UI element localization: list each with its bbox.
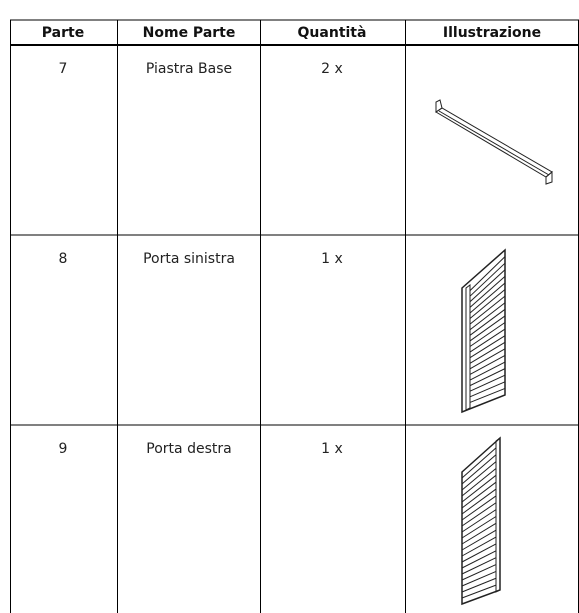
slat (461, 502, 497, 527)
header-cell: Illustrazione (443, 25, 541, 41)
slat (469, 256, 506, 291)
slat (469, 315, 506, 342)
slat (461, 468, 497, 497)
slat (461, 474, 497, 503)
slat (461, 564, 497, 581)
slat (469, 275, 506, 308)
slat (461, 550, 497, 569)
slat (461, 454, 497, 485)
slat (469, 374, 506, 392)
header-cell: Nome Parte (143, 25, 236, 41)
slat (461, 577, 497, 593)
part-number: 7 (59, 61, 68, 77)
part-number: 9 (59, 441, 68, 457)
slat (461, 584, 497, 599)
part-name: Porta sinistra (143, 251, 235, 267)
slat (469, 289, 506, 319)
slat (469, 295, 506, 325)
left-door-illustration (461, 248, 506, 414)
part-number: 8 (59, 251, 68, 267)
slat (469, 341, 506, 364)
slat (469, 361, 506, 381)
slat (469, 282, 506, 314)
slat (461, 522, 497, 545)
slat (461, 488, 497, 515)
slat (461, 461, 497, 491)
slat (461, 529, 497, 551)
slat (461, 536, 497, 557)
table-grid (10, 19, 579, 613)
base-plate-illustration (435, 99, 553, 185)
slat (461, 509, 497, 533)
slat (461, 495, 497, 521)
slat (469, 262, 506, 297)
header-cell: Parte (42, 25, 84, 41)
slat (469, 348, 506, 370)
slat (461, 557, 497, 575)
right-door-illustration (461, 436, 501, 606)
quantity: 1 x (321, 441, 343, 457)
slat (469, 381, 506, 398)
header-cell: Quantità (298, 25, 367, 41)
slat (469, 308, 506, 336)
slat (469, 269, 506, 303)
slat (469, 322, 506, 347)
slat (461, 447, 497, 479)
slat (469, 328, 506, 353)
slat (469, 335, 506, 359)
part-name: Porta destra (146, 441, 231, 457)
slat (461, 481, 497, 509)
slat (469, 302, 506, 331)
slat (461, 543, 497, 563)
slat (469, 387, 506, 403)
slat (461, 570, 497, 587)
slat (469, 368, 506, 387)
part-name: Piastra Base (146, 61, 232, 77)
quantity: 2 x (321, 61, 343, 77)
slat (461, 516, 497, 539)
quantity: 1 x (321, 251, 343, 267)
slat (469, 355, 506, 375)
